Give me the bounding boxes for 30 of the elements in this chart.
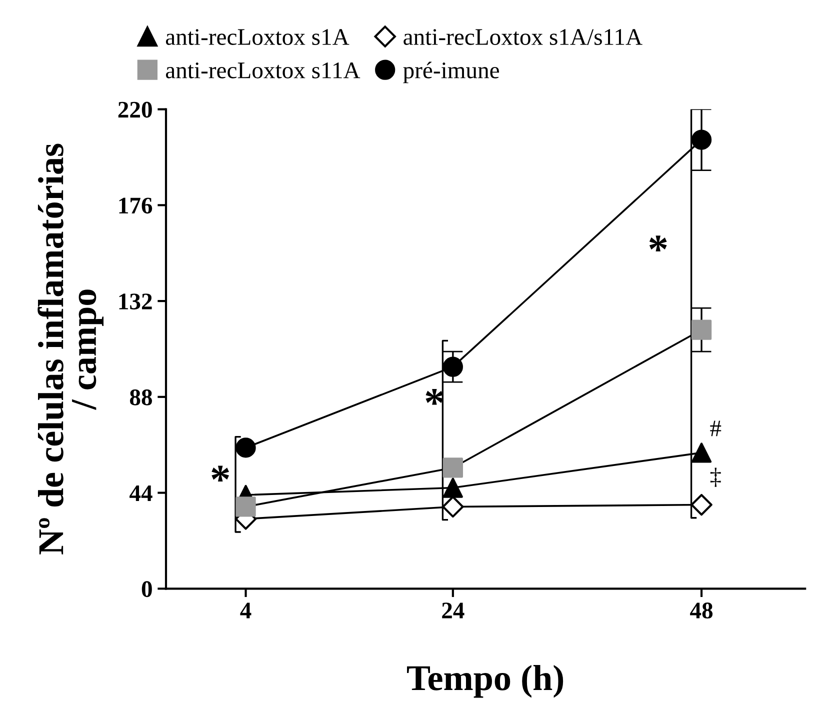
x-tick-label: 48: [690, 602, 713, 618]
point: [442, 496, 464, 518]
legend-label: anti-recLoxtox s11A: [166, 62, 360, 78]
y-tick-label: 0: [142, 581, 152, 598]
point: [442, 478, 463, 498]
annotation: *: [212, 466, 230, 482]
point: [691, 320, 712, 340]
point: [691, 130, 712, 150]
x-axis-title: Tempo (h): [407, 664, 564, 698]
point: [442, 458, 463, 478]
legend-label: pré-imune: [403, 62, 500, 84]
x-tick-label: 24: [442, 602, 464, 618]
point: [236, 438, 256, 458]
y-tick-label: 132: [119, 294, 152, 310]
legend-label: anti-recLoxtox s1A/s11A: [404, 29, 642, 45]
point: [690, 494, 712, 516]
y-tick-label: 176: [119, 198, 152, 214]
annotation: *: [649, 236, 667, 252]
y-tick-label: 220: [118, 102, 152, 118]
annotation: #: [710, 420, 722, 436]
annotation: *: [426, 389, 444, 405]
y-tick-label: 88: [130, 389, 152, 406]
x-tick-label: 4: [240, 602, 252, 618]
point: [236, 496, 256, 517]
annotation: ‡: [710, 468, 721, 487]
y-tick-label: 44: [130, 485, 152, 501]
point: [691, 442, 712, 463]
point: [442, 356, 463, 377]
y-axis-title: Nº de células inflamatórias / campo: [38, 144, 104, 554]
legend-label: anti-recLoxtox s1A: [166, 29, 350, 45]
